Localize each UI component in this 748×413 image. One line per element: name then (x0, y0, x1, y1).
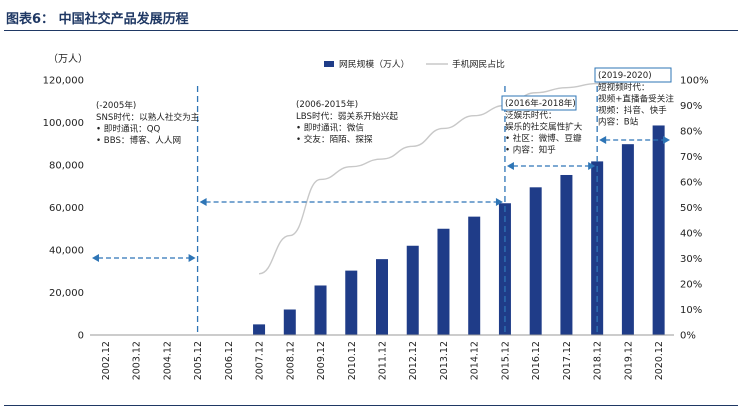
bar (376, 259, 388, 335)
x-tick-label: 2009.12 (316, 341, 327, 380)
x-tick-label: 2005.12 (193, 341, 204, 380)
y-right-tick-label: 30% (680, 254, 702, 265)
y-right-tick-label: 90% (680, 101, 702, 112)
x-tick-label: 2017.12 (562, 341, 573, 380)
period-arrow-3-head-right (588, 162, 596, 170)
y-left-tick-label: 60,000 (49, 203, 84, 214)
bar (345, 270, 358, 335)
y-right-tick-label: 20% (680, 280, 702, 291)
annotation-line: 视频：抖音、快手 (598, 104, 667, 116)
period-label: (-2005年) (96, 99, 136, 111)
y-right-tick-label: 70% (680, 152, 702, 163)
y-left-tick-label: 20,000 (49, 288, 84, 299)
x-tick-label: 2003.12 (132, 341, 143, 380)
x-tick-label: 2014.12 (470, 341, 481, 380)
bar (437, 228, 450, 335)
y-left-tick-label: 80,000 (49, 161, 84, 172)
x-tick-label: 2008.12 (285, 341, 296, 380)
legend-label-bar: 网民规模（万人） (339, 59, 409, 70)
annotation-line: SNS时代：以熟人社交为主 (96, 111, 200, 123)
bar (560, 174, 573, 335)
y-left-unit-label: （万人） (48, 53, 88, 65)
annotation-line: • 社区：微博、豆瓣 (505, 132, 582, 144)
period-arrow-1-head-right (188, 254, 196, 262)
x-tick-label: 2020.12 (654, 341, 665, 380)
line-layer (258, 80, 659, 275)
x-tick-label: 2002.12 (101, 341, 112, 380)
period-arrow-1-head-left (92, 254, 99, 262)
x-tick-label: 2019.12 (623, 341, 634, 380)
annotation-line: • 交友：陌陌、探探 (296, 133, 373, 145)
y-right-tick-label: 0% (680, 331, 696, 342)
bar (468, 216, 481, 335)
bar (314, 285, 327, 335)
y-left-tick-label: 40,000 (49, 246, 84, 257)
annotation-line: LBS时代：弱关系开始兴起 (296, 110, 398, 122)
axis-layer: 0 20,000 40,000 60,000 80,000 100,000 120,000 0… (43, 53, 709, 380)
y-left-tick-label: 100,000 (43, 118, 84, 129)
legend: 网民规模（万人） 手机网民占比 (324, 58, 505, 70)
period-arrow-4-head-left (599, 136, 607, 144)
y-left-tick-label: 0 (78, 331, 84, 342)
y-right-tick-label: 50% (680, 203, 702, 214)
bar (283, 309, 296, 335)
period-arrow-3-head-left (506, 162, 514, 170)
bottom-rule (4, 405, 738, 406)
x-tick-label: 2006.12 (224, 341, 235, 380)
period-label: (2006-2015年) (296, 98, 358, 110)
x-tick-label: 2004.12 (162, 341, 173, 380)
bar-layer (253, 125, 665, 335)
x-tick-label: 2018.12 (593, 341, 604, 380)
x-tick-label: 2015.12 (500, 341, 511, 380)
annotation-line: • BBS：博客、人人网 (96, 134, 181, 146)
annotation-line: 泛娱乐时代： (505, 109, 557, 121)
divider-layer (92, 86, 670, 335)
annotation-line: • 即时通讯：微信 (296, 122, 364, 134)
figure-title: 图表6： 中国社交产品发展历程 (6, 12, 189, 27)
period-arrow-2-head-right (495, 198, 503, 206)
y-right-tick-label: 100% (680, 76, 709, 87)
x-tick-label: 2011.12 (378, 341, 389, 380)
period-label-box (501, 95, 577, 111)
period-label-box (594, 67, 672, 83)
y-right-tick-label: 80% (680, 127, 702, 138)
bar (652, 125, 665, 335)
x-tick-label: 2007.12 (255, 341, 266, 380)
x-tick-label: 2016.12 (531, 341, 542, 380)
x-tick-label: 2013.12 (439, 341, 450, 380)
annotation-line: • 即时通讯：QQ (96, 123, 161, 135)
legend-label-line: 手机网民占比 (452, 58, 505, 70)
annotation-line: 内容：B站 (598, 116, 639, 128)
title-rule (4, 30, 738, 31)
annotation-line: 短视频时代： (598, 81, 650, 93)
bar (253, 324, 266, 335)
annotation-line: 视频+直播备受关注 (598, 93, 674, 105)
y-left-tick-label: 120,000 (43, 76, 84, 87)
y-right-tick-label: 40% (680, 229, 702, 240)
y-right-tick-label: 60% (680, 178, 702, 189)
x-tick-label: 2012.12 (408, 341, 419, 380)
x-tick-label: 2010.12 (347, 341, 358, 380)
period-arrow-4-head-right (663, 136, 670, 144)
bar (529, 187, 542, 335)
bar (621, 144, 634, 335)
legend-swatch-bar (324, 61, 334, 67)
period-label: (2019-2020) (598, 71, 652, 81)
period-arrow-2-head-left (199, 198, 207, 206)
annotation-layer: (-2005年)SNS时代：以熟人社交为主• 即时通讯：QQ• BBS：博客、人… (96, 67, 674, 156)
y-right-tick-label: 10% (680, 305, 702, 316)
period-label: (2016年-2018年) (505, 97, 576, 109)
mobile-share-line (258, 80, 659, 275)
annotation-line: 娱乐的社交属性扩大 (505, 121, 583, 133)
bar (406, 245, 419, 335)
annotation-line: • 内容：知乎 (505, 144, 556, 156)
